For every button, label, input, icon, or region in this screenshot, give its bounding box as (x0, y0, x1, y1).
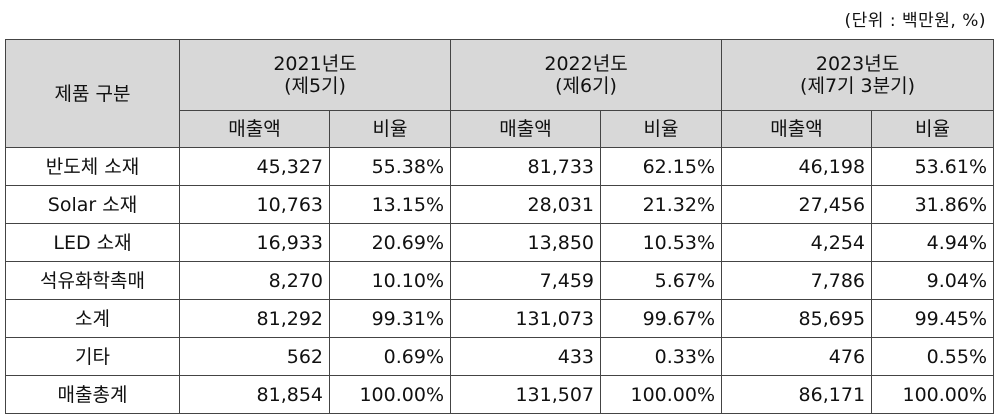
sales-cell: 46,198 (721, 147, 873, 186)
ratio-cell: 10.53% (600, 223, 723, 262)
sales-column-header: 매출액 (179, 110, 330, 148)
ratio-cell: 55.38% (328, 147, 452, 186)
sales-cell: 27,456 (721, 185, 873, 224)
year-label: 2023년도 (815, 53, 900, 75)
table-row: 석유화학촉매 8,270 10.10% 7,459 5.67% 7,786 9.04% (5, 261, 995, 300)
sales-cell: 81,733 (450, 147, 602, 186)
table-row: 소계 81,292 99.31% 131,073 99.67% 85,695 99.45% (5, 299, 995, 338)
sales-cell: 433 (450, 337, 602, 376)
ratio-cell: 100.00% (600, 375, 723, 414)
ratio-cell: 13.15% (328, 185, 452, 224)
ratio-cell: 0.69% (328, 337, 452, 376)
table-row: LED 소재 16,933 20.69% 13,850 10.53% 4,254 4.94% (5, 223, 995, 262)
ratio-cell: 100.00% (328, 375, 452, 414)
sales-cell: 13,850 (450, 223, 602, 262)
ratio-cell: 31.86% (871, 185, 995, 224)
sales-cell: 4,254 (721, 223, 873, 262)
ratio-cell: 9.04% (871, 261, 995, 300)
row-label: 매출총계 (5, 375, 180, 414)
ratio-cell: 4.94% (871, 223, 995, 262)
header-row-metrics: 매출액 비율 매출액 비율 매출액 비율 (6, 110, 995, 148)
sales-cell: 85,695 (721, 299, 873, 338)
sales-column-header: 매출액 (450, 110, 602, 148)
sales-cell: 131,507 (450, 375, 602, 414)
header-row-years: 제품 구분 2021년도 (제5기) 2022년도 (제6기) 2023년도 (… (5, 39, 995, 148)
table-row: 매출총계 81,854 100.00% 131,507 100.00% 86,171 100… (5, 375, 995, 414)
sales-cell: 7,786 (721, 261, 873, 300)
table-row: Solar 소재 10,763 13.15% 28,031 21.32% 27,456 31… (5, 185, 995, 224)
unit-note: (단위 : 백만원, %) (844, 11, 986, 31)
ratio-cell: 100.00% (871, 375, 995, 414)
ratio-cell: 53.61% (871, 147, 995, 186)
sales-cell: 476 (721, 337, 873, 376)
year-header-2022: 2022년도 (제6기) (450, 39, 723, 111)
table-row: 반도체 소재 45,327 55.38% 81,733 62.15% 46,198 53.6… (5, 147, 995, 186)
row-label: 석유화학촉매 (5, 261, 180, 300)
ratio-column-header: 비율 (328, 110, 452, 148)
year-label: 2021년도 (273, 53, 357, 75)
ratio-cell: 0.33% (600, 337, 723, 376)
sales-by-product-table: 제품 구분 2021년도 (제5기) 2022년도 (제6기) 2023년도 (… (5, 39, 995, 414)
period-label: (제7기 3분기) (800, 75, 916, 97)
sales-cell: 28,031 (450, 185, 602, 224)
product-column-header: 제품 구분 (5, 39, 180, 148)
sales-cell: 16,933 (179, 223, 330, 262)
sales-cell: 8,270 (179, 261, 330, 300)
sales-cell: 562 (179, 337, 330, 376)
ratio-cell: 62.15% (600, 147, 723, 186)
ratio-cell: 99.45% (871, 299, 995, 338)
year-label: 2022년도 (544, 53, 628, 75)
row-label: 소계 (5, 299, 180, 338)
period-label: (제5기) (284, 75, 346, 97)
sales-cell: 86,171 (721, 375, 873, 414)
row-label: Solar 소재 (5, 185, 180, 224)
sales-cell: 45,327 (179, 147, 330, 186)
sales-cell: 131,073 (450, 299, 602, 338)
ratio-column-header: 비율 (600, 110, 723, 148)
sales-cell: 7,459 (450, 261, 602, 300)
ratio-cell: 10.10% (328, 261, 452, 300)
ratio-cell: 20.69% (328, 223, 452, 262)
row-label: 반도체 소재 (5, 147, 180, 186)
ratio-cell: 5.67% (600, 261, 723, 300)
ratio-cell: 99.31% (328, 299, 452, 338)
period-label: (제6기) (555, 75, 617, 97)
ratio-cell: 0.55% (871, 337, 995, 376)
table-row: 기타 562 0.69% 433 0.33% 476 0.55% (5, 337, 995, 376)
sales-cell: 10,763 (179, 185, 330, 224)
row-label: LED 소재 (5, 223, 180, 262)
table-body: 반도체 소재 45,327 55.38% 81,733 62.15% 46,198 53.6… (5, 147, 995, 414)
year-header-2023: 2023년도 (제7기 3분기) (721, 39, 995, 111)
sales-cell: 81,854 (179, 375, 330, 414)
ratio-column-header: 비율 (871, 110, 995, 148)
row-label: 기타 (5, 337, 180, 376)
sales-column-header: 매출액 (721, 110, 873, 148)
ratio-cell: 21.32% (600, 185, 723, 224)
year-header-2021: 2021년도 (제5기) (178, 39, 452, 111)
ratio-cell: 99.67% (600, 299, 723, 338)
sales-cell: 81,292 (179, 299, 330, 338)
